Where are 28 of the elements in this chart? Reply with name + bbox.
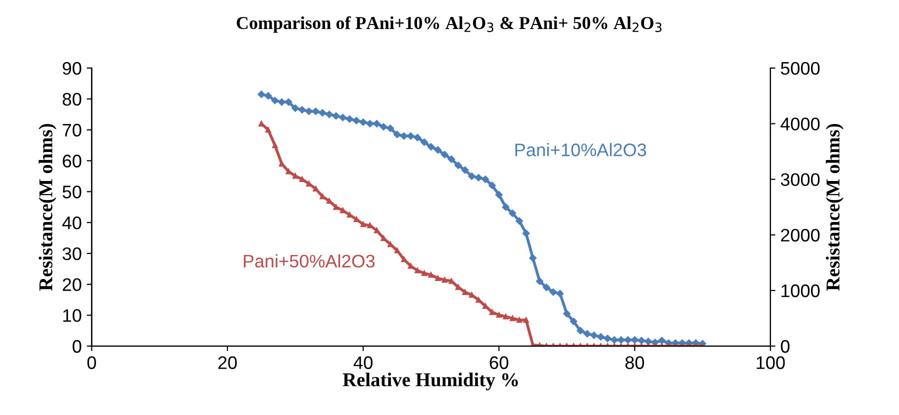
x-axis-title: Relative Humidity % [342, 372, 518, 390]
y2-tick-label: 0 [780, 340, 790, 353]
y-tick-label: 70 [62, 124, 82, 137]
series-label: Pani+10%Al2O3 [515, 143, 646, 156]
chart-title: Comparison of PAni+10% Al$_{2}$O$_{3}$ & PAni+ 50% Al$_{2}$O$_{3}$ [236, 16, 662, 33]
y-tick-label: 90 [62, 62, 82, 75]
y2-tick-label: 1000 [782, 284, 820, 298]
x-tick-label: 80 [625, 356, 644, 370]
x-tick-label: 20 [218, 356, 237, 370]
y-tick-label: 80 [62, 92, 82, 106]
y2-tick-label: 4000 [780, 118, 820, 130]
x-tick-label: 60 [490, 356, 508, 370]
y2-tick-label: 3000 [780, 173, 820, 186]
y2-tick-label: 2000 [781, 228, 820, 242]
y-tick-label: 60 [62, 154, 82, 168]
y-tick-label: 50 [62, 186, 82, 198]
y-axis-title: Resistance(M ohms) [38, 124, 56, 291]
y-tick-label: 40 [62, 216, 82, 230]
y-tick-label: 10 [63, 309, 82, 322]
x-tick-label: 0 [87, 356, 96, 370]
x-tick-label: 40 [354, 356, 373, 370]
series-label: Pani+50%Al2O3 [244, 254, 375, 268]
y-tick-label: 0 [72, 340, 82, 353]
x-tick-label: 100 [756, 356, 785, 370]
y-tick-label: 30 [62, 247, 82, 260]
y2-tick-label: 5000 [780, 62, 820, 75]
y-tick-label: 20 [62, 278, 82, 292]
y2-axis-title: Resistance(M ohms) [826, 124, 844, 291]
